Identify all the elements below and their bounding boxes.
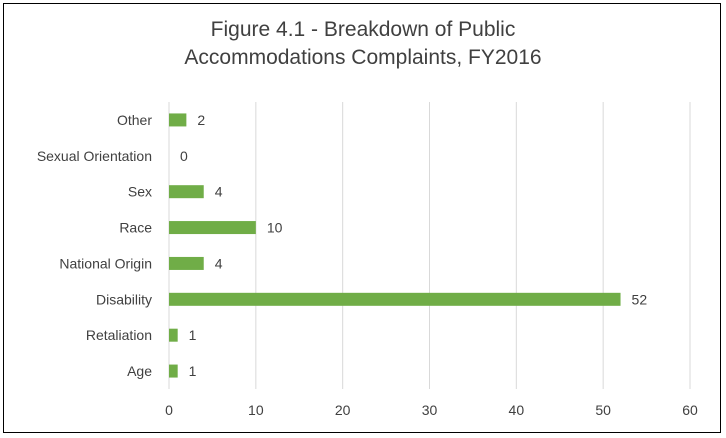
category-label-sexual-orientation: Sexual Orientation [37,148,152,164]
chart-title: Figure 4.1 - Breakdown of Public Accommo… [0,16,726,72]
x-tick-label-40: 40 [509,402,525,418]
bar-other [169,113,187,127]
data-label-race: 10 [267,220,283,236]
category-label-other: Other [117,112,152,128]
category-label-sex: Sex [128,184,152,200]
data-label-disability: 52 [632,291,648,307]
x-tick-label-10: 10 [248,402,264,418]
data-label-national-origin: 4 [215,255,223,271]
category-label-race: Race [119,220,152,236]
data-label-sex: 4 [215,184,223,200]
x-tick-label-20: 20 [335,402,351,418]
bar-retaliation [169,328,178,342]
bar-race [169,221,256,235]
bar-national-origin [169,256,204,270]
x-tick-label-0: 0 [165,402,173,418]
chart-title-line-1: Figure 4.1 - Breakdown of Public [210,18,516,41]
data-label-other: 2 [197,112,205,128]
category-label-national-origin: National Origin [59,255,152,271]
x-tick-label-30: 30 [422,402,438,418]
bar-age [169,364,178,378]
bar-sex [169,185,204,199]
category-label-disability: Disability [96,291,152,307]
chart-title-line-2: Accommodations Complaints, FY2016 [184,46,542,69]
data-label-retaliation: 1 [189,327,197,343]
category-label-retaliation: Retaliation [86,327,152,343]
data-label-sexual-orientation: 0 [180,148,188,164]
category-label-age: Age [127,363,152,379]
chart-frame [3,3,721,433]
bar-disability [169,292,621,306]
x-tick-label-60: 60 [682,402,698,418]
x-tick-label-50: 50 [595,402,611,418]
data-label-age: 1 [189,363,197,379]
